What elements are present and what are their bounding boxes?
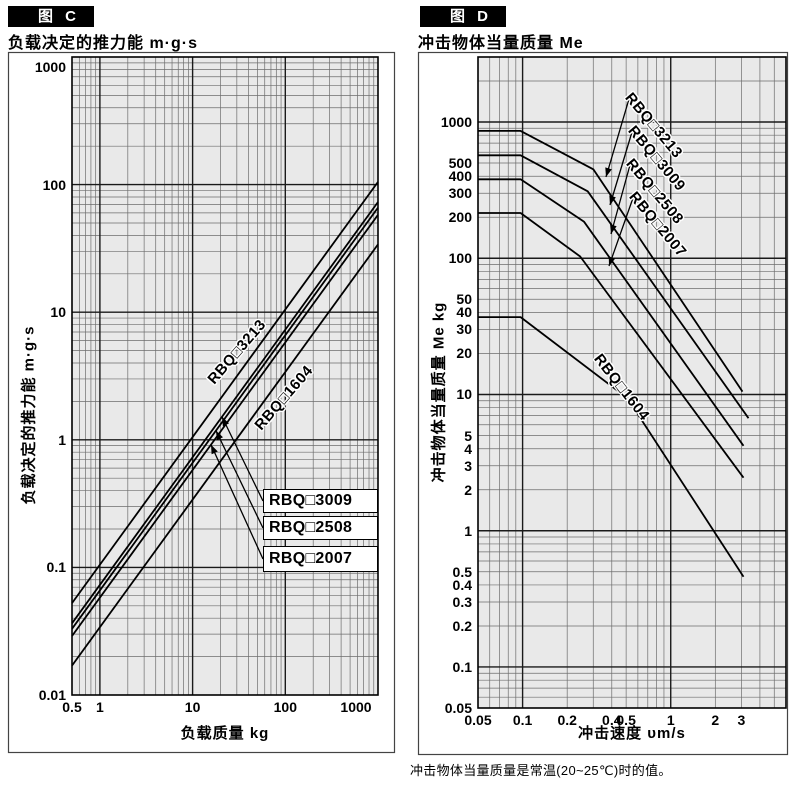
fig-d-figure [417, 51, 789, 756]
series-label-rbq-2007: RBQ□2007 [263, 546, 378, 572]
fig-d-y-tick-label: 4 [464, 440, 472, 457]
fig-d-y-tick-label: 3 [464, 457, 472, 474]
fig-d-y-tick-label: 2 [464, 481, 472, 498]
series-label-rbq-3009: RBQ□3009 [263, 489, 378, 513]
fig-d-curve-RBQ3213 [478, 129, 744, 393]
fig-d-y-tick-label: 0.05 [444, 700, 472, 716]
fig-c-x-tick-label: 100 [273, 699, 297, 715]
fig-c-y-tick-label: 10 [50, 304, 66, 321]
fig-d-title: 冲击物体当量质量 Me [418, 35, 584, 52]
fig-d-y-tick-label: 1000 [440, 114, 472, 130]
fig-c-curve-RBQ2007 [71, 214, 379, 637]
fig-c-y-axis-title: 负载决定的推力能 m·g·s [20, 325, 38, 505]
fig-d-y-tick-label: 30 [456, 321, 472, 338]
temperature-note: 冲击物体当量质量是常温(20~25℃)时的值。 [410, 763, 672, 778]
fig-c-tag: 图 C [8, 6, 95, 27]
series-label-rbq-2508: RBQ□2508 [263, 516, 378, 540]
fig-c-figure [7, 51, 396, 754]
fig-d-y-tick-label: 0.4 [452, 576, 472, 593]
fig-c-curve-RBQ1604 [71, 243, 379, 667]
fig-d-y-tick-label: 0.1 [452, 658, 472, 675]
fig-d-curve-RBQ1604 [478, 316, 745, 578]
fig-d-y-tick-label: 0.5 [452, 563, 472, 580]
fig-c-grid [72, 57, 378, 695]
fig-c-tag-label: 图 C [38, 8, 81, 25]
fig-c-x-tick-label: 10 [184, 699, 201, 715]
fig-c-y-tick-label: 1000 [34, 59, 66, 75]
fig-d-y-tick-label: 1 [464, 522, 472, 539]
fig-c-x-tick-label: 1000 [340, 699, 372, 715]
fig-d-x-tick-label: 0.4 [602, 712, 622, 728]
fig-d-y-tick-label: 100 [448, 250, 472, 267]
fig-c-x-tick-label: 0.5 [62, 699, 82, 715]
fig-c-y-tick-label: 100 [42, 176, 66, 193]
fig-d-grid [478, 57, 786, 708]
fig-c-curve-RBQ3009 [71, 201, 379, 624]
fig-c-curve-RBQ2508 [71, 207, 379, 630]
fig-d-y-tick-label: 400 [448, 168, 472, 185]
fig-c-y-tick-label: 1 [58, 431, 66, 448]
fig-d-curve-RBQ2007 [478, 212, 745, 479]
fig-d-y-tick-label: 300 [448, 185, 472, 202]
fig-d-x-tick-label: 0.2 [557, 712, 577, 728]
fig-d-y-tick-label: 5 [464, 427, 472, 444]
fig-d-x-tick-label: 0.1 [512, 712, 533, 728]
fig-d-tag-label: 图 D [450, 8, 493, 25]
fig-d-y-tick-label: 20 [456, 345, 472, 362]
fig-d-y-tick-label: 10 [456, 386, 472, 403]
fig-d-curve-RBQ3009 [478, 154, 750, 419]
fig-d-curve-RBQ2508 [478, 178, 745, 447]
fig-d-y-tick-label: 500 [448, 155, 472, 172]
fig-d-y-tick-label: 0.3 [452, 593, 472, 610]
fig-d-x-axis-title: 冲击速度 υm/s [578, 725, 686, 742]
fig-d-tag: 图 D [420, 6, 507, 27]
fig-d-y-axis-title: 冲击物体当量质量 Me kg [430, 301, 448, 483]
fig-c-y-tick-label: 0.1 [46, 559, 66, 576]
fig-d-y-tick-label: 200 [448, 209, 472, 226]
fig-d-x-tick-label: 0.05 [464, 712, 492, 728]
fig-d-x-tick-label: 1 [666, 712, 675, 728]
fig-c-x-tick-label: 1 [95, 699, 104, 715]
fig-c-x-axis-title: 负载质量 kg [180, 725, 270, 742]
fig-d-y-tick-label: 40 [456, 304, 472, 321]
fig-d-y-tick-label: 50 [456, 291, 472, 308]
fig-c-curve-RBQ3213 [71, 181, 379, 604]
fig-d-y-tick-label: 0.2 [452, 617, 472, 634]
fig-d-x-tick-label: 3 [737, 712, 746, 728]
fig-c-y-tick-label: 0.01 [38, 687, 66, 703]
fig-d-x-tick-label: 0.5 [616, 712, 636, 728]
fig-d-x-tick-label: 2 [711, 712, 720, 728]
fig-c-title: 负载决定的推力能 m·g·s [8, 35, 199, 52]
